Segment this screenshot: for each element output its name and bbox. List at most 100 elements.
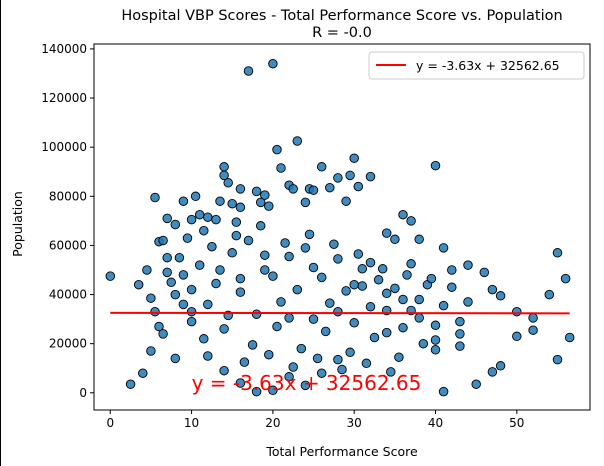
data-point [235,273,246,284]
data-point [320,326,331,337]
data-point [251,186,262,197]
data-point [438,300,449,311]
data-point [386,367,396,377]
data-point [207,241,217,252]
data-point [211,278,221,289]
y-tick-label: 80000 [49,189,87,203]
data-point [284,372,294,382]
data-point [308,314,319,324]
data-point [227,198,237,209]
data-point [381,327,392,338]
data-point [272,321,282,332]
data-point [345,170,355,181]
data-point [186,306,197,317]
y-tick-label: 20000 [49,337,87,351]
data-point [312,353,323,364]
data-point [377,264,388,274]
x-tick-label: 40 [428,416,443,430]
data-point [174,252,185,263]
data-point [150,306,160,317]
data-point [235,184,246,194]
data-point [186,214,197,225]
data-point [564,332,575,343]
data-point [235,202,246,213]
data-point [365,171,376,182]
x-axis-label: Total Performance Score [265,444,418,459]
data-point [398,322,408,333]
data-point [552,354,563,365]
data-point [487,367,498,377]
data-point [333,173,343,183]
data-point [394,352,404,362]
data-point [219,365,229,376]
data-point [215,265,225,275]
data-point [138,368,148,378]
data-point [255,197,266,208]
data-point [194,209,205,220]
data-point [463,260,473,270]
data-point [146,346,156,356]
data-point [158,235,168,246]
y-tick-label: 40000 [49,288,87,302]
data-point [203,351,213,361]
data-point [255,221,266,231]
data-point [414,234,424,245]
data-point [438,243,449,253]
data-point [463,297,473,307]
data-point [276,297,286,307]
data-point [211,214,221,225]
data-point [430,320,441,331]
data-point [268,385,278,396]
data-point [316,162,327,172]
data-point [288,362,298,372]
data-point [381,288,392,299]
x-tick-label: 0 [106,416,114,430]
regression-line [110,311,570,315]
data-point [247,340,258,350]
data-point [231,230,242,241]
data-point [284,251,294,262]
data-point [426,273,437,284]
data-point [495,291,506,301]
y-tick-label: 140000 [41,42,87,56]
data-point [349,153,359,163]
data-point [390,234,400,245]
legend: y = -3.63x + 32562.65 [368,51,585,80]
data-point [308,185,319,195]
data-point [186,284,197,295]
data-point [292,284,303,295]
data-point [430,345,441,355]
data-point [276,163,286,173]
data-point [487,284,498,295]
data-point [333,354,343,365]
data-point [170,353,181,364]
y-tick-label: 120000 [41,91,87,105]
data-point [353,181,364,192]
data-point [268,58,278,69]
data-point [243,235,254,246]
data-point [512,331,522,342]
points-layer [105,58,575,397]
data-point [430,335,441,345]
data-point [260,190,270,200]
data-point [190,191,201,202]
data-point [365,302,376,312]
data-point [264,201,274,211]
data-point [333,306,343,317]
data-point [199,225,209,236]
data-point [357,264,368,274]
data-point [264,349,274,360]
y-tick-label: 60000 [49,238,87,252]
regression-annotation: y = -3.63x + 32562.65 [192,371,422,395]
data-point [544,289,555,300]
data-point [447,265,457,275]
data-point [178,270,189,280]
data-point [223,178,233,188]
data-point [406,259,416,269]
data-point [251,386,262,397]
data-point [357,281,368,291]
x-tick-label: 20 [265,416,280,430]
data-point [182,233,193,243]
chart-title: Hospital VBP Scores - Total Performance … [121,8,562,24]
data-point [162,252,172,263]
